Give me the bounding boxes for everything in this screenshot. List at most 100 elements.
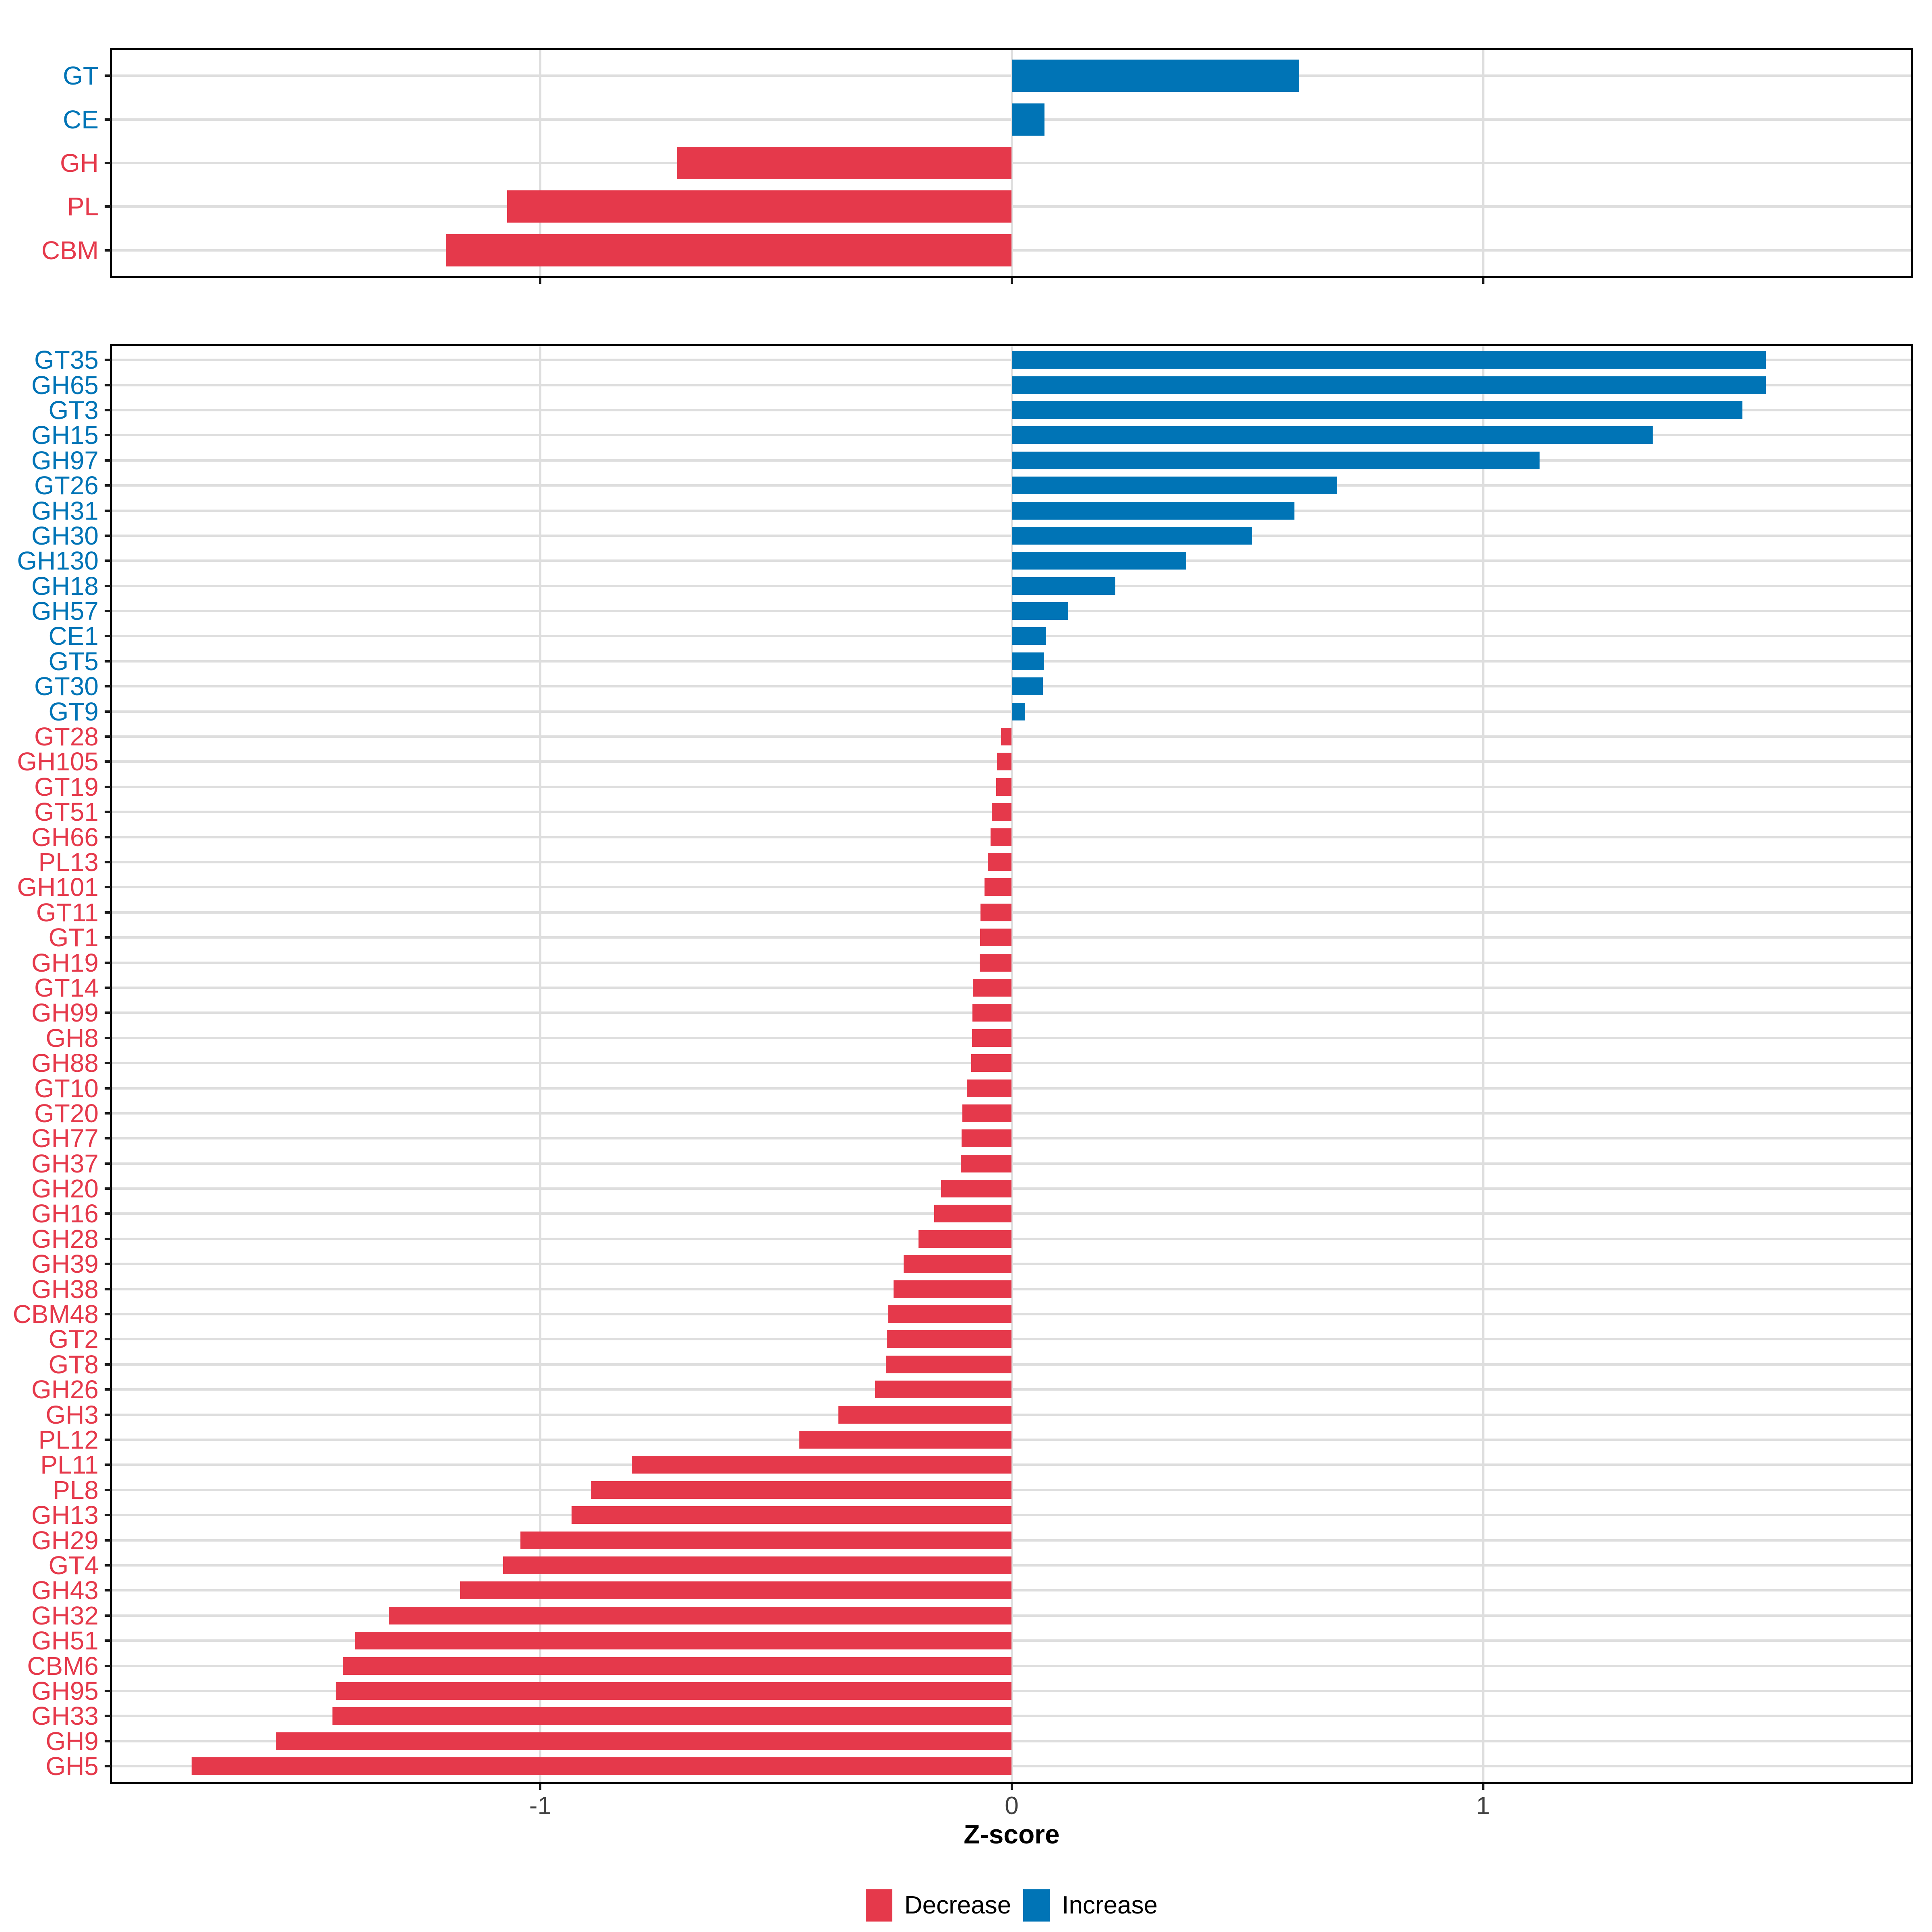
bar-pl11 [632, 1456, 1012, 1474]
bar-gh88 [971, 1054, 1012, 1072]
category-label-gt5: GT5 [48, 646, 99, 676]
y-axis-tick-gt28 [105, 735, 111, 738]
category-label-pl13: PL13 [38, 848, 99, 877]
y-axis-tick-gh31 [105, 509, 111, 512]
x-axis-tick-label--1: -1 [529, 1792, 551, 1820]
category-row-gh65: GH65 [31, 372, 1911, 398]
y-axis-tick-gh77 [105, 1137, 111, 1140]
bar-gt28 [1001, 728, 1012, 746]
gridline-y-gh26 [112, 1388, 1911, 1391]
category-label-gt19: GT19 [34, 772, 99, 801]
gridline-y-gh101 [112, 886, 1911, 889]
gridline-y-gt51 [112, 811, 1911, 813]
category-label-gh16: GH16 [31, 1199, 99, 1228]
y-axis-tick-gh20 [105, 1187, 111, 1190]
bar-gt8 [886, 1355, 1012, 1373]
category-label-gh105: GH105 [17, 747, 99, 776]
y-axis-tick-gh39 [105, 1263, 111, 1265]
bar-gh16 [934, 1205, 1012, 1223]
top-panel-rows: GT CE GH PL CBM [41, 54, 1911, 272]
category-row-gh20: GH20 [31, 1176, 1911, 1201]
category-row-ce1: CE1 [49, 623, 1911, 649]
gridline-y-pl12 [112, 1438, 1911, 1441]
bar-gh51 [355, 1632, 1012, 1650]
category-row-gh57: GH57 [31, 598, 1911, 624]
y-axis-tick-cbm6 [105, 1664, 111, 1667]
gridline-y-gh88 [112, 1062, 1911, 1065]
category-row-cbm48: CBM48 [13, 1301, 1911, 1327]
category-label-gh77: GH77 [31, 1124, 99, 1153]
category-row-gh88: GH88 [31, 1050, 1911, 1076]
legend-swatch-increase [1023, 1889, 1050, 1922]
y-axis-tick-gh51 [105, 1639, 111, 1642]
y-axis-tick-gh19 [105, 961, 111, 964]
category-label-gt51: GT51 [34, 797, 99, 827]
y-axis-tick-gt5 [105, 660, 111, 663]
category-label-pl: PL [67, 192, 99, 221]
y-axis-tick-pl [105, 205, 111, 208]
bar-gh5 [191, 1757, 1012, 1775]
bar-gh99 [972, 1004, 1012, 1022]
category-row-gh28: GH28 [31, 1226, 1911, 1252]
x-axis-tick--1 [539, 278, 542, 284]
y-axis-tick-gh88 [105, 1062, 111, 1065]
gridline-y-cbm48 [112, 1313, 1911, 1316]
y-axis-tick-gh97 [105, 459, 111, 462]
y-axis-tick-gh38 [105, 1288, 111, 1290]
y-axis-tick-pl11 [105, 1463, 111, 1466]
bar-gt [1011, 60, 1299, 92]
gridline-y-gt28 [112, 735, 1911, 738]
bar-gh29 [520, 1531, 1012, 1549]
category-row-gt11: GT11 [36, 900, 1911, 925]
gridline-y-gh105 [112, 760, 1911, 763]
category-row-gh31: GH31 [31, 498, 1911, 524]
category-label-gt11: GT11 [36, 898, 99, 927]
gridline-y-gh3 [112, 1413, 1911, 1416]
bar-gh37 [961, 1154, 1012, 1172]
bar-gh20 [941, 1180, 1012, 1198]
category-label-gt2: GT2 [48, 1325, 99, 1354]
category-row-gt4: GT4 [49, 1552, 1911, 1578]
x-axis-title: Z-score [964, 1819, 1060, 1849]
category-row-gt5: GT5 [49, 648, 1911, 674]
category-label-gh13: GH13 [31, 1501, 99, 1530]
gridline-y-gh38 [112, 1288, 1911, 1290]
bar-gh39 [904, 1255, 1012, 1273]
category-row-gt26: GT26 [34, 473, 1911, 498]
gridline-y-gh33 [112, 1715, 1911, 1717]
category-label-gh32: GH32 [31, 1601, 99, 1630]
x-axis-tick-labels: -1 0 1 [112, 1792, 1911, 1820]
bar-gt4 [503, 1556, 1012, 1574]
bar-pl12 [799, 1430, 1012, 1449]
category-label-gh30: GH30 [31, 521, 99, 550]
bar-gh15 [1011, 426, 1653, 444]
category-label-ce1: CE1 [48, 621, 99, 651]
x-axis-tick-label-1: 1 [1476, 1792, 1490, 1820]
category-label-gh130: GH130 [17, 546, 99, 576]
category-row-gh39: GH39 [31, 1251, 1911, 1277]
category-label-ce: CE [63, 105, 99, 134]
category-label-gh99: GH99 [31, 998, 99, 1028]
gridline-y-pl11 [112, 1463, 1911, 1466]
bar-gt5 [1011, 652, 1044, 670]
legend-label-increase: Increase [1062, 1891, 1158, 1919]
category-row-gh51: GH51 [31, 1628, 1911, 1653]
x-axis-tick--1 [539, 1784, 542, 1790]
gridline-y-gh43 [112, 1589, 1911, 1592]
y-axis-tick-cbm48 [105, 1313, 111, 1316]
category-row-gh105: GH105 [17, 749, 1911, 774]
y-axis-tick-gh5 [105, 1765, 111, 1768]
y-axis-tick-gt30 [105, 685, 111, 688]
category-label-gh65: GH65 [31, 370, 99, 400]
bar-gh32 [389, 1606, 1012, 1624]
gridline-y-gh16 [112, 1212, 1911, 1215]
bar-pl8 [590, 1481, 1012, 1499]
legend-swatch-decrease [865, 1889, 892, 1922]
category-label-gh39: GH39 [31, 1249, 99, 1279]
y-axis-tick-gt26 [105, 484, 111, 487]
gridline-y-gh13 [112, 1514, 1911, 1517]
category-label-gh51: GH51 [31, 1626, 99, 1655]
bar-gt14 [973, 978, 1012, 997]
category-row-gh: GH [60, 141, 1911, 185]
bar-gt19 [996, 778, 1012, 796]
